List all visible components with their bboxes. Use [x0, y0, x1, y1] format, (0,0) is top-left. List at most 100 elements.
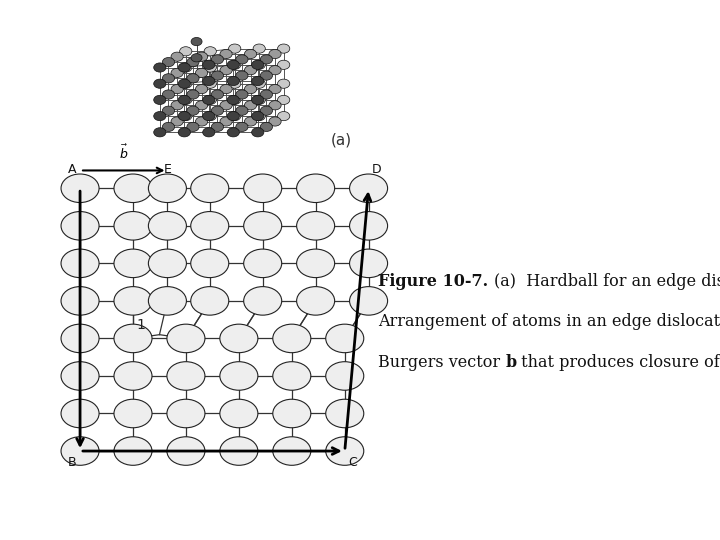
Circle shape — [278, 60, 289, 70]
Circle shape — [203, 77, 215, 85]
Circle shape — [153, 111, 166, 120]
Circle shape — [349, 174, 387, 202]
Text: Arrangement of atoms in an edge dislocation and the: Arrangement of atoms in an edge dislocat… — [378, 313, 720, 330]
Circle shape — [191, 53, 202, 62]
Circle shape — [191, 37, 202, 46]
Circle shape — [153, 63, 166, 72]
Circle shape — [243, 212, 282, 240]
Circle shape — [273, 437, 311, 465]
Circle shape — [253, 96, 265, 105]
Circle shape — [179, 128, 190, 137]
Circle shape — [349, 249, 387, 278]
Circle shape — [252, 60, 264, 70]
Circle shape — [220, 362, 258, 390]
Circle shape — [179, 63, 190, 72]
Circle shape — [273, 324, 311, 353]
Circle shape — [167, 362, 205, 390]
Circle shape — [269, 66, 282, 75]
Text: that produces closure of circuit ABCDE.: that produces closure of circuit ABCDE. — [516, 354, 720, 370]
Circle shape — [220, 437, 258, 465]
Circle shape — [212, 55, 223, 64]
Circle shape — [212, 71, 223, 80]
Circle shape — [236, 55, 248, 64]
Text: E: E — [163, 164, 171, 177]
Circle shape — [204, 79, 217, 88]
Circle shape — [236, 90, 248, 99]
Circle shape — [171, 100, 183, 110]
Circle shape — [269, 84, 282, 94]
Circle shape — [61, 287, 99, 315]
Circle shape — [148, 174, 186, 202]
Circle shape — [187, 74, 199, 83]
Circle shape — [191, 249, 229, 278]
Circle shape — [244, 84, 256, 94]
Circle shape — [162, 123, 174, 131]
Circle shape — [252, 77, 264, 85]
Circle shape — [153, 96, 166, 105]
Circle shape — [148, 249, 186, 278]
Circle shape — [180, 111, 192, 120]
Circle shape — [325, 324, 364, 353]
Circle shape — [61, 399, 99, 428]
Circle shape — [171, 84, 183, 94]
Circle shape — [236, 106, 248, 116]
Circle shape — [227, 77, 239, 85]
Circle shape — [273, 399, 311, 428]
Circle shape — [252, 128, 264, 137]
Text: C: C — [348, 456, 357, 469]
Circle shape — [171, 52, 183, 62]
Circle shape — [191, 287, 229, 315]
Circle shape — [349, 287, 387, 315]
Circle shape — [243, 287, 282, 315]
Text: Figure 10-7.: Figure 10-7. — [378, 273, 494, 289]
Circle shape — [204, 111, 217, 120]
Circle shape — [261, 55, 272, 64]
Text: B: B — [68, 456, 76, 469]
Circle shape — [167, 399, 205, 428]
Circle shape — [252, 96, 264, 105]
Circle shape — [167, 324, 205, 353]
Circle shape — [278, 111, 289, 120]
Text: Burgers vector: Burgers vector — [378, 354, 505, 370]
Circle shape — [269, 100, 282, 110]
Circle shape — [162, 58, 174, 67]
Circle shape — [61, 212, 99, 240]
Circle shape — [244, 50, 256, 59]
Circle shape — [179, 96, 190, 105]
Text: 1: 1 — [136, 318, 145, 332]
Circle shape — [203, 60, 215, 70]
Circle shape — [114, 362, 152, 390]
Circle shape — [114, 399, 152, 428]
Circle shape — [114, 287, 152, 315]
Circle shape — [261, 71, 272, 80]
Circle shape — [212, 123, 223, 131]
Circle shape — [196, 84, 208, 94]
Circle shape — [61, 249, 99, 278]
Circle shape — [187, 106, 199, 116]
Circle shape — [204, 96, 217, 105]
Circle shape — [204, 47, 217, 56]
Circle shape — [253, 44, 265, 53]
Circle shape — [220, 50, 232, 59]
Circle shape — [227, 128, 239, 137]
Circle shape — [153, 128, 166, 137]
Circle shape — [244, 117, 256, 126]
Circle shape — [114, 437, 152, 465]
Circle shape — [297, 174, 335, 202]
Circle shape — [227, 60, 239, 70]
Circle shape — [228, 96, 240, 105]
Circle shape — [180, 47, 192, 56]
Circle shape — [153, 79, 166, 89]
Circle shape — [187, 58, 199, 67]
Circle shape — [162, 74, 174, 83]
Circle shape — [179, 111, 190, 120]
Circle shape — [148, 212, 186, 240]
Circle shape — [61, 362, 99, 390]
Circle shape — [236, 123, 248, 131]
Circle shape — [227, 111, 239, 120]
Circle shape — [244, 66, 256, 75]
Text: b: b — [505, 354, 516, 370]
Circle shape — [253, 111, 265, 120]
Circle shape — [253, 60, 265, 70]
Circle shape — [228, 111, 240, 120]
